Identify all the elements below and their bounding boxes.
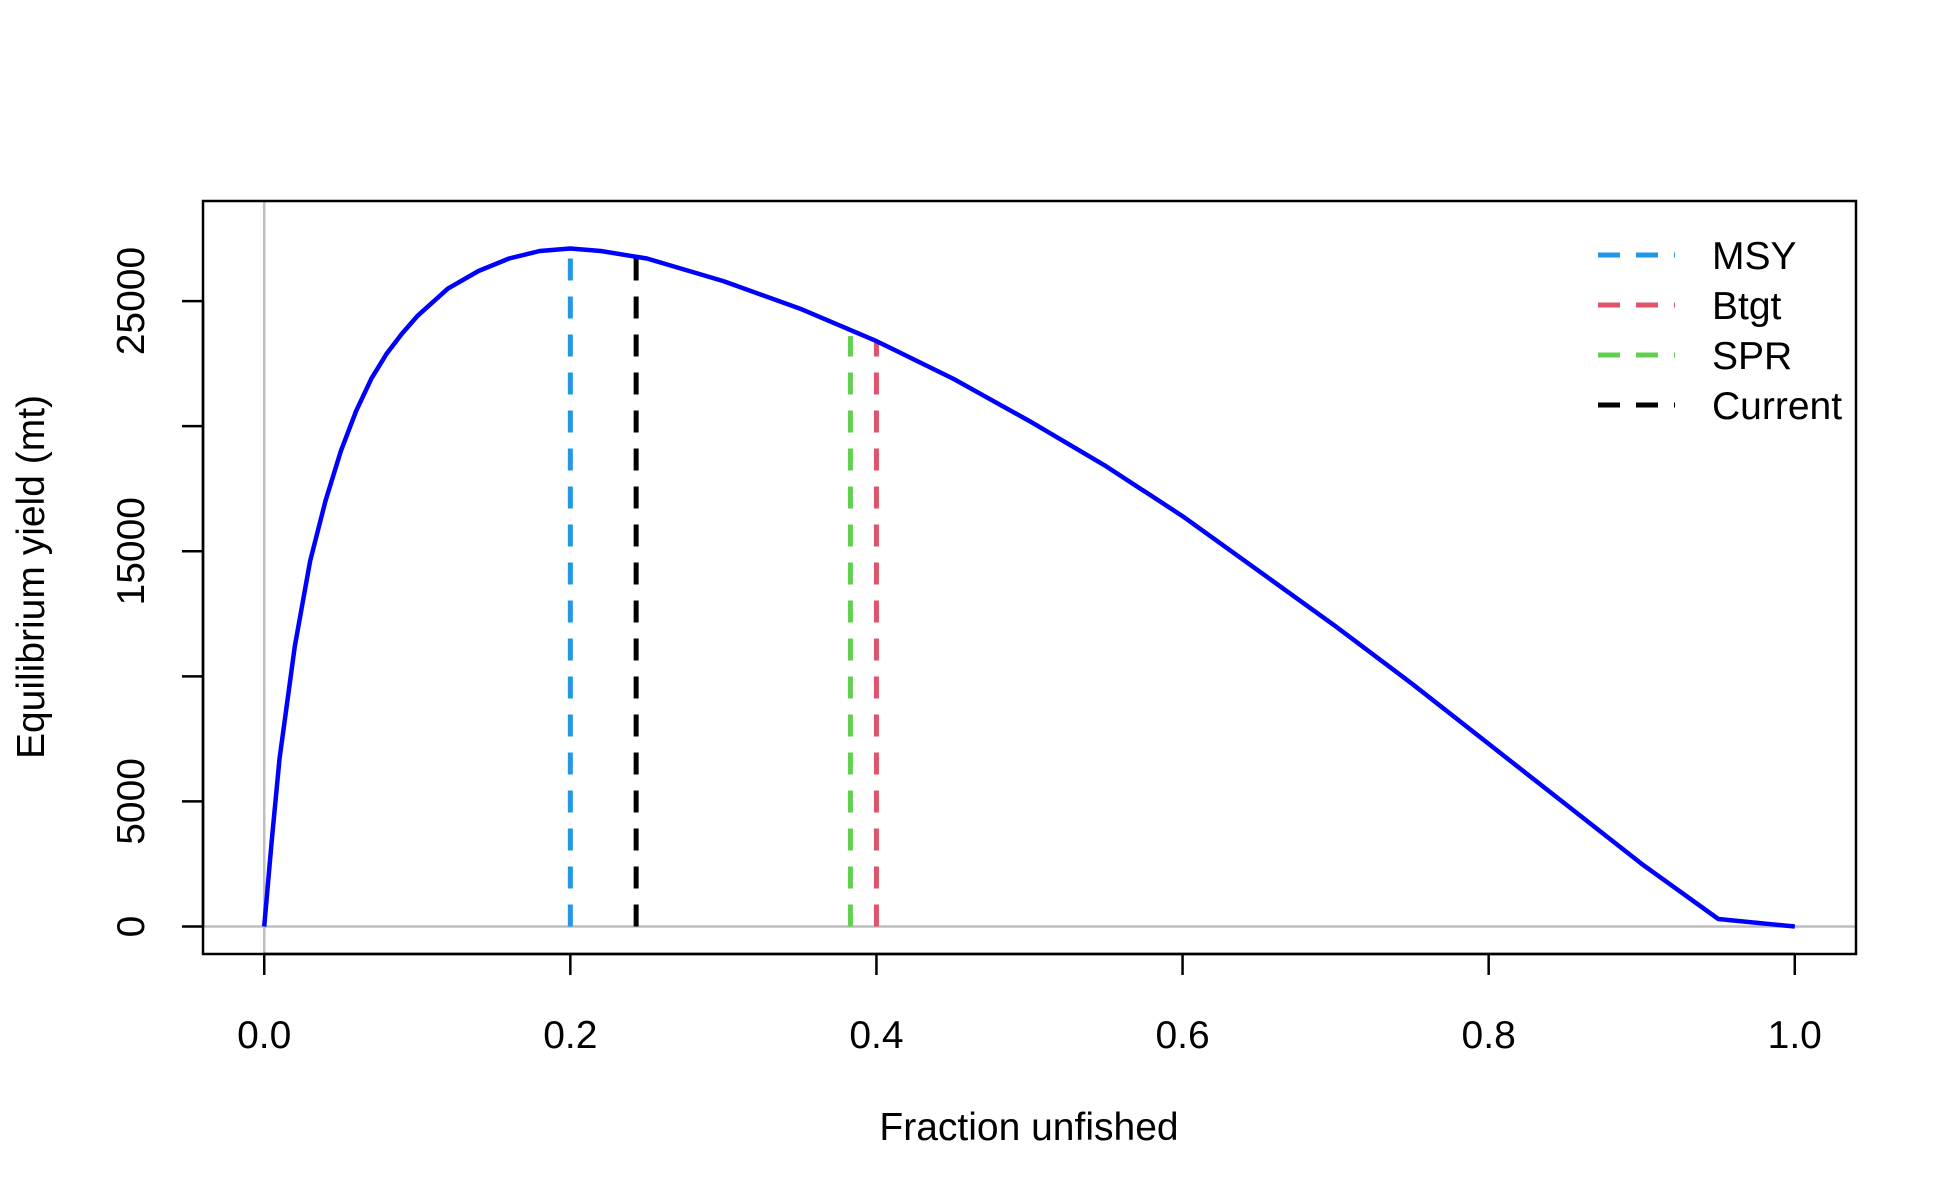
reference-lines (567, 248, 879, 927)
series-lines (261, 246, 1796, 929)
plot-frame (201, 199, 1858, 956)
x-tick-label: 0.6 (1155, 1014, 1209, 1057)
y-tick-label: 5000 (110, 758, 153, 845)
y-tick-label: 0 (110, 916, 153, 938)
legend-label-current: Current (1712, 385, 1842, 428)
legend-label-btgt: Btgt (1712, 285, 1782, 328)
x-axis: 0.0 0.2 0.4 0.6 0.8 1.0 (237, 952, 1822, 1057)
x-tick-label: 0.2 (543, 1014, 597, 1057)
x-tick-label: 0.0 (237, 1014, 291, 1057)
x-tick-label: 0.4 (849, 1014, 903, 1057)
y-axis: 0 5000 15000 25000 (110, 247, 205, 938)
legend-label-spr: SPR (1712, 335, 1792, 378)
legend-label-msy: MSY (1712, 235, 1797, 278)
x-tick-label: 1.0 (1768, 1014, 1822, 1057)
zero-reference-lines (203, 201, 1856, 954)
y-tick-label: 25000 (110, 247, 153, 355)
x-tick-label: 0.8 (1462, 1014, 1516, 1057)
y-axis-label: Equilibrium yield (mt) (10, 395, 53, 759)
y-tick-label: 15000 (110, 497, 153, 605)
legend: MSY Btgt SPR Current (1598, 235, 1842, 428)
x-axis-label: Fraction unfished (879, 1106, 1178, 1149)
series-line-0 (261, 246, 1796, 929)
